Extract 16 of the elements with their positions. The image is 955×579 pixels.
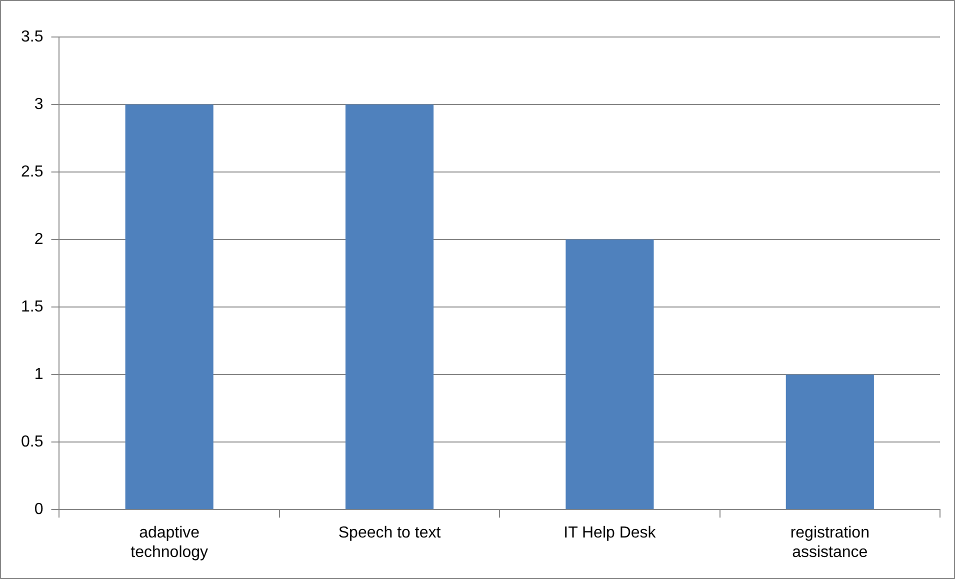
y-tick-label: 0.5: [20, 433, 44, 450]
x-tick-label: registration assistance: [790, 524, 870, 561]
bar: [786, 374, 874, 510]
bar: [345, 104, 434, 510]
bar: [566, 240, 654, 510]
y-tick-label: 3: [34, 96, 44, 113]
y-tick-label: 1: [34, 366, 44, 383]
y-tick-label: 2.5: [20, 163, 44, 180]
y-tick-label: 2: [34, 230, 44, 248]
y-tick-label: 1.5: [20, 298, 44, 316]
y-tick-label: 0: [34, 501, 44, 518]
bar: [125, 104, 214, 510]
x-tick-label: adaptive technology: [130, 524, 208, 561]
y-tick-label: 3.5: [20, 28, 44, 46]
x-tick-label: IT Help Desk: [564, 524, 657, 542]
x-tick-label: Speech to text: [338, 524, 442, 542]
